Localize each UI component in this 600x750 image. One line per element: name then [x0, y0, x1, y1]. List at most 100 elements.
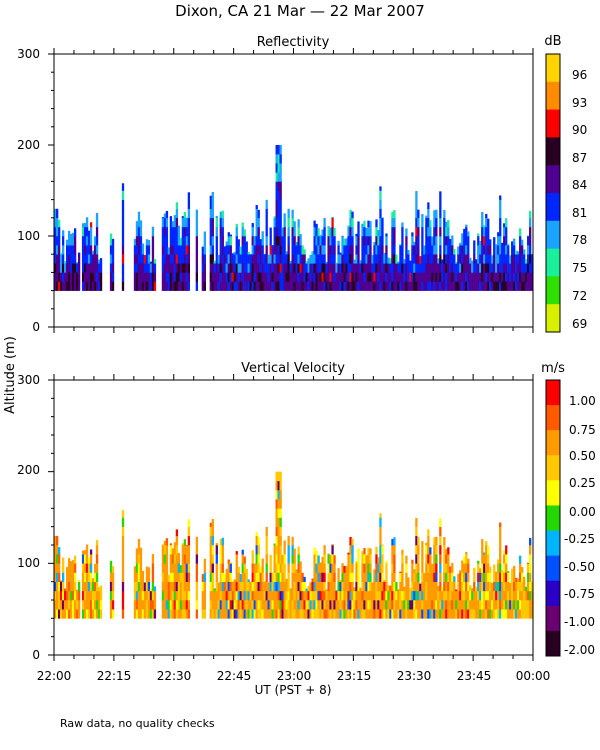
echo-cell: [171, 226, 175, 237]
echo-cell: [251, 226, 254, 237]
echo-cell: [71, 263, 75, 273]
echo-cell: [285, 251, 288, 255]
echo-cell: [429, 609, 432, 619]
echo-cell: [61, 281, 65, 291]
echo-cell: [459, 590, 462, 601]
echo-cell: [501, 272, 504, 282]
echo-cell: [411, 232, 414, 237]
echo-cell: [303, 576, 306, 582]
echo-cell: [363, 254, 366, 264]
echo-cell: [425, 281, 428, 291]
echo-cell: [183, 554, 187, 564]
echo-cell: [95, 217, 99, 228]
echo-cell: [83, 563, 87, 573]
echo-cell: [137, 236, 141, 246]
echo-cell: [509, 272, 512, 282]
echo-cell: [347, 572, 350, 582]
echo-cell: [223, 254, 226, 264]
echo-cell: [165, 211, 169, 219]
echo-cell: [185, 609, 189, 619]
echo-cell: [73, 263, 77, 273]
echo-cell: [241, 609, 244, 619]
echo-cell: [281, 227, 284, 237]
echo-cell: [465, 245, 468, 255]
echo-cell: [471, 260, 474, 264]
echo-cell: [171, 245, 175, 255]
echo-cell: [247, 272, 250, 282]
echo-cell: [347, 245, 350, 255]
echo-cell: [477, 263, 480, 273]
echo-cell: [393, 572, 396, 582]
echo-cell: [379, 590, 382, 601]
echo-cell: [269, 272, 272, 282]
echo-cell: [371, 281, 374, 291]
echo-cell: [293, 563, 296, 573]
echo-cell: [375, 281, 378, 291]
echo-cell: [279, 145, 282, 155]
echo-cell: [165, 272, 169, 282]
echo-cell: [317, 236, 320, 246]
echo-cell: [447, 600, 450, 610]
echo-cell: [121, 517, 125, 527]
echo-cell: [415, 281, 418, 291]
echo-cell: [433, 272, 436, 282]
colorbar-swatch: [546, 580, 560, 607]
echo-cell: [435, 217, 438, 228]
echo-cell: [407, 250, 410, 255]
echo-cell: [437, 272, 440, 282]
echo-cell: [135, 245, 139, 255]
echo-cell: [211, 600, 214, 610]
echo-cell: [427, 217, 430, 228]
echo-cell: [163, 554, 167, 564]
echo-cell: [327, 609, 330, 619]
echo-cell: [529, 254, 532, 264]
echo-cell: [249, 590, 252, 601]
echo-cell: [429, 554, 432, 564]
echo-cell: [173, 272, 177, 282]
echo-cell: [415, 191, 418, 200]
echo-cell: [185, 281, 189, 291]
echo-cell: [435, 609, 438, 619]
echo-cell: [135, 221, 139, 228]
echo-cell: [507, 243, 510, 246]
echo-cell: [305, 261, 308, 264]
echo-cell: [491, 590, 494, 601]
echo-cell: [283, 263, 286, 273]
echo-cell: [245, 572, 248, 582]
echo-cell: [245, 581, 248, 592]
velocity-title: Vertical Velocity: [241, 361, 345, 376]
echo-cell: [59, 609, 63, 619]
echo-cell: [521, 567, 524, 573]
reflectivity-y-axis: 0 100 200 300: [17, 47, 54, 334]
echo-cell: [479, 272, 482, 282]
echo-cell: [353, 609, 356, 619]
echo-cell: [309, 582, 312, 592]
echo-cell: [515, 254, 518, 264]
echo-cell: [277, 590, 280, 601]
echo-cell: [425, 590, 428, 601]
echo-cell: [167, 254, 171, 264]
echo-cell: [139, 554, 143, 564]
echo-cell: [505, 218, 508, 228]
echo-cell: [291, 281, 294, 291]
echo-cell: [151, 281, 155, 291]
echo-cell: [493, 572, 496, 582]
echo-cell: [487, 226, 490, 237]
echo-cell: [445, 221, 448, 228]
echo-cell: [431, 600, 434, 610]
echo-cell: [315, 572, 318, 582]
echo-cell: [121, 263, 125, 273]
echo-cell: [295, 569, 298, 573]
echo-cell: [525, 600, 528, 610]
echo-cell: [259, 239, 262, 246]
echo-cell: [441, 281, 444, 291]
echo-cell: [257, 545, 260, 555]
echo-cell: [85, 545, 89, 555]
echo-cell: [57, 236, 61, 246]
echo-cell: [315, 590, 318, 601]
echo-cell: [499, 526, 502, 537]
echo-cell: [369, 548, 372, 555]
echo-cell: [279, 263, 282, 273]
echo-cell: [445, 549, 448, 555]
echo-cell: [233, 263, 236, 273]
